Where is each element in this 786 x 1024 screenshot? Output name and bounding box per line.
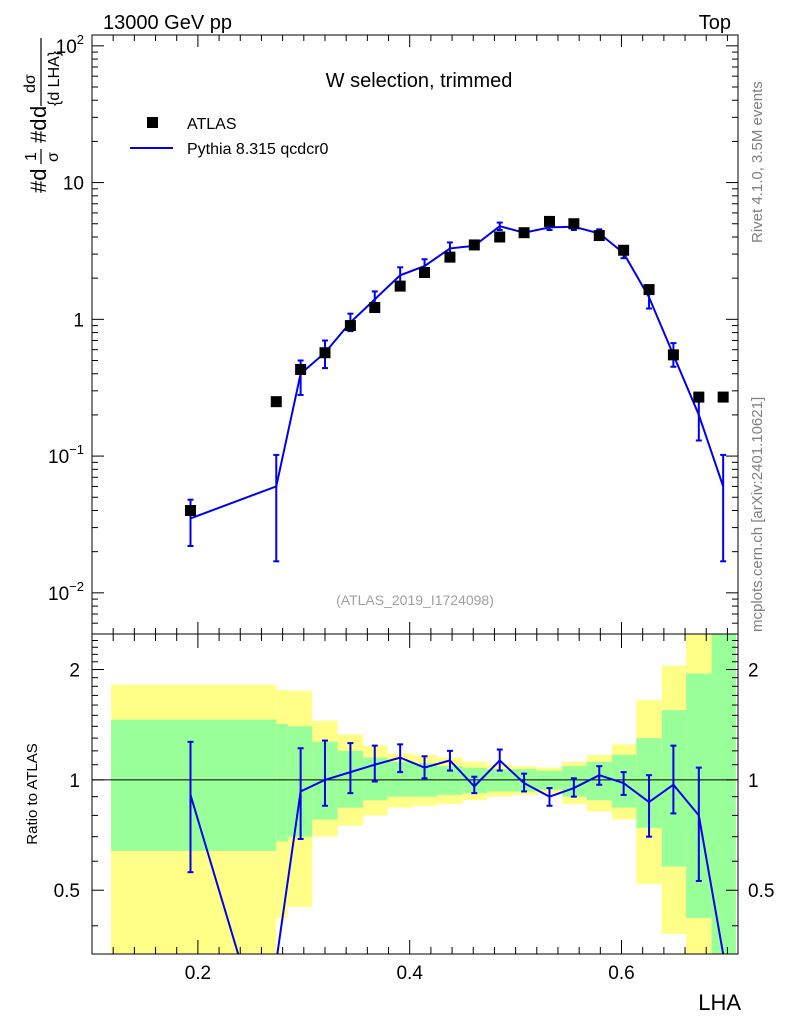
ratio-frame: [91, 633, 739, 955]
ratio-y-tick-labels: 0.5 0.5 1 1 2 2: [54, 661, 775, 903]
legend-label-atlas: ATLAS: [187, 116, 237, 133]
header-energy: 13000 GeV pp: [103, 12, 232, 34]
band-inner: [111, 719, 277, 851]
data-point: [468, 239, 480, 251]
ylabel-prefix2: #d: [26, 119, 51, 143]
ratio-x-tick-label: 0.6: [608, 963, 634, 984]
data-point: [184, 505, 196, 517]
ylabel-prefix: #d: [26, 169, 51, 193]
data-point: [419, 267, 431, 279]
ratio-mc-line-segment: [276, 791, 302, 955]
ratio-x-tick-labels: 0.2 0.4 0.6: [185, 963, 635, 984]
ratio-y-tick-label-right: 1: [748, 771, 759, 792]
data-point: [717, 391, 729, 403]
header-process: Top: [699, 12, 731, 34]
data-point: [618, 244, 630, 256]
data-point: [693, 391, 705, 403]
mc-series: [187, 221, 727, 563]
band-inner: [276, 724, 288, 842]
main-axis-ticks: [92, 35, 738, 635]
ratio-panel: 0.5 0.5 1 1 2 2 0.2 0.4 0.6 Ratio to ATLAS LHA: [24, 633, 775, 1015]
ratio-mc-line-segment: [189, 794, 240, 955]
data-point: [319, 347, 331, 359]
ratio-x-tick-label: 0.2: [185, 963, 211, 984]
ratio-y-axis-label: Ratio to ATLAS: [24, 743, 41, 844]
data-point: [543, 215, 555, 227]
ratio-y-tick-label-right: 0.5: [748, 881, 774, 902]
legend-marker-atlas: [147, 117, 158, 128]
main-y-tick-label: 10: [63, 174, 84, 195]
ratio-y-tick-label: 0.5: [54, 881, 80, 902]
ratio-y-tick-label: 2: [69, 661, 80, 682]
data-point: [518, 227, 530, 239]
data-point: [494, 231, 506, 243]
main-y-tick-label: 102: [56, 32, 84, 58]
ylabel-dsig-den: {d LHA}: [46, 50, 63, 106]
data-point: [593, 230, 605, 242]
data-point: [444, 251, 456, 263]
data-point: [295, 363, 307, 375]
data-point: [568, 218, 580, 230]
ratio-mc-series: [187, 739, 725, 955]
legend: ATLAS Pythia 8.315 qcdcr0: [130, 116, 329, 158]
data-point: [369, 302, 381, 314]
ratio-x-tick-label: 0.4: [396, 963, 423, 984]
ratio-axis-ticks: [92, 634, 738, 954]
ratio-y-tick-label-right: 2: [748, 661, 759, 682]
legend-label-pythia: Pythia 8.315 qcdcr0: [187, 141, 329, 158]
mc-line: [190, 225, 725, 520]
ylabel-frac-num: 1: [23, 152, 40, 161]
data-point: [394, 280, 406, 292]
ratio-y-tick-label: 1: [69, 771, 80, 792]
mcplots-info: mcplots.cern.ch [arXiv:2401.10621]: [749, 397, 766, 632]
data-series: [184, 215, 729, 517]
main-y-tick-labels: 10−2 10−1 1 10 102: [48, 32, 84, 605]
data-point: [667, 349, 679, 361]
ylabel-dsig-pre: d: [26, 106, 51, 118]
main-y-tick-label: 10−2: [48, 579, 84, 605]
chart-title: W selection, trimmed: [326, 70, 513, 92]
ratio-uncertainty-bands: [111, 634, 736, 954]
data-point: [344, 320, 356, 332]
main-y-axis-label: #d 1 σ #d d dσ {d LHA}: [22, 38, 63, 193]
main-y-tick-label: 1: [73, 310, 84, 331]
ylabel-dsig-num: dσ: [22, 74, 39, 93]
x-axis-label: LHA: [698, 990, 741, 1015]
data-point: [643, 284, 655, 296]
analysis-id: (ATLAS_2019_I1724098): [336, 592, 494, 608]
main-y-tick-label: 10−1: [48, 442, 84, 468]
main-panel: 10−2 10−1 1 10 102 W selection, trimmed (ATL…: [22, 32, 739, 635]
ylabel-frac-den: σ: [45, 152, 62, 162]
ratio-mc-line: [300, 756, 725, 955]
band-inner: [711, 634, 736, 954]
data-point: [270, 396, 282, 408]
rivet-info: Rivet 4.1.0, 3.5M events: [749, 81, 766, 243]
